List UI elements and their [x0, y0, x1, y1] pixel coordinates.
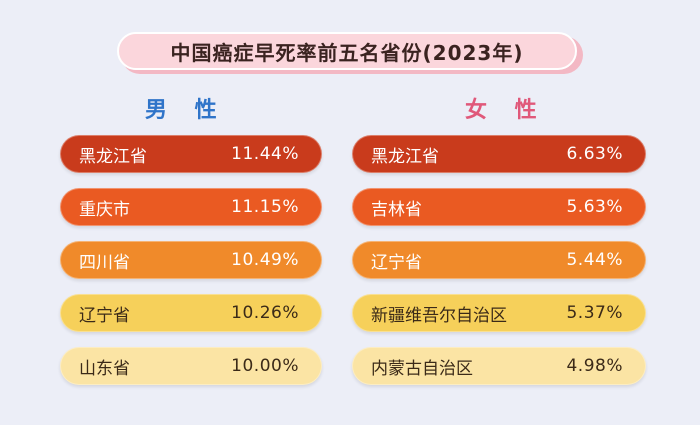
title-banner: 中国癌症早死率前五名省份(2023年): [117, 32, 583, 74]
female-rank-4-row: 新疆维吾尔自治区 5.37%: [352, 294, 646, 332]
rate-value: 6.63%: [566, 144, 623, 164]
female-rank-5-row: 内蒙古自治区 4.98%: [352, 347, 646, 385]
province-name: 黑龙江省: [371, 146, 439, 167]
female-rank-2-row: 吉林省 5.63%: [352, 188, 646, 226]
male-rank-2-row: 重庆市 11.15%: [60, 188, 322, 226]
female-heading: 女 性: [465, 98, 547, 123]
page-title: 中国癌症早死率前五名省份(2023年): [117, 32, 577, 70]
province-name: 辽宁省: [79, 305, 130, 326]
province-name: 黑龙江省: [79, 146, 147, 167]
male-rank-4-row: 辽宁省 10.26%: [60, 294, 322, 332]
male-rank-5-row: 山东省 10.00%: [60, 347, 322, 385]
rate-value: 10.26%: [231, 303, 299, 323]
province-name: 四川省: [79, 252, 130, 273]
rate-value: 11.44%: [231, 144, 299, 164]
province-name: 吉林省: [371, 199, 422, 220]
rate-value: 5.37%: [566, 303, 623, 323]
rate-value: 11.15%: [231, 197, 299, 217]
province-name: 内蒙古自治区: [371, 358, 473, 379]
rate-value: 5.63%: [566, 197, 623, 217]
male-rank-3-row: 四川省 10.49%: [60, 241, 322, 279]
rate-value: 4.98%: [566, 356, 623, 376]
male-heading: 男 性: [145, 98, 227, 123]
province-name: 辽宁省: [371, 252, 422, 273]
female-rank-3-row: 辽宁省 5.44%: [352, 241, 646, 279]
province-name: 新疆维吾尔自治区: [371, 305, 507, 326]
rate-value: 10.00%: [231, 356, 299, 376]
female-rank-1-row: 黑龙江省 6.63%: [352, 135, 646, 173]
province-name: 山东省: [79, 358, 130, 379]
province-name: 重庆市: [79, 199, 130, 220]
male-rank-1-row: 黑龙江省 11.44%: [60, 135, 322, 173]
rate-value: 10.49%: [231, 250, 299, 270]
rate-value: 5.44%: [566, 250, 623, 270]
